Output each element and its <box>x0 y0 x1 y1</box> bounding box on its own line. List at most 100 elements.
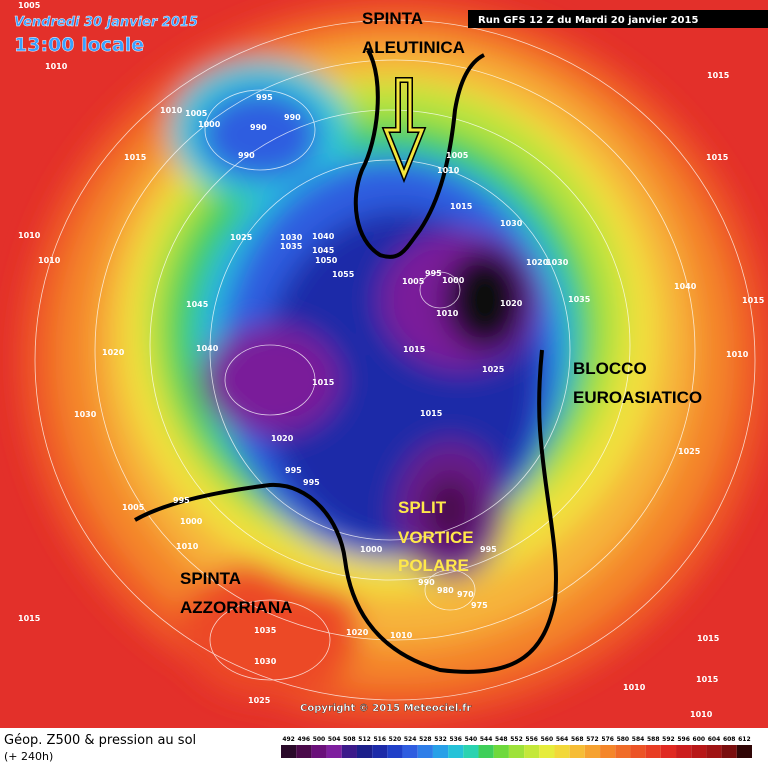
annotation-lines <box>134 49 559 674</box>
scale-swatch <box>660 745 677 758</box>
scale-swatch <box>569 745 585 758</box>
scale-label: 568 <box>571 736 584 743</box>
scale-swatch <box>524 745 540 758</box>
pressure-label: 1050 <box>315 256 338 265</box>
scale-swatch <box>478 745 494 758</box>
pressure-label: 1040 <box>674 282 697 291</box>
pressure-label: 1015 <box>312 378 335 387</box>
scale-swatch <box>600 745 616 758</box>
scale-swatch <box>630 745 646 758</box>
pressure-label: 1035 <box>254 626 277 635</box>
pressure-label: 1030 <box>280 233 303 242</box>
pressure-label: 1040 <box>312 232 335 241</box>
pressure-label: 990 <box>250 123 267 132</box>
pressure-label: 1030 <box>254 657 277 666</box>
scale-label: 528 <box>419 736 432 743</box>
scale-label: 548 <box>495 736 508 743</box>
pressure-label: 1030 <box>74 410 97 419</box>
pressure-label: 1045 <box>312 246 335 255</box>
field-band <box>200 325 340 435</box>
pressure-label: 1015 <box>697 634 720 643</box>
color-scale: 492 496 500 504 508 512 516 520 524 528 532 536 540 5… <box>281 736 752 758</box>
pressure-label: 1040 <box>196 344 219 353</box>
scale-swatch <box>372 745 388 758</box>
scale-swatch <box>676 745 692 758</box>
geopotential-field <box>20 0 768 720</box>
pressure-label: 1010 <box>436 309 459 318</box>
scale-label: 576 <box>601 736 614 743</box>
pressure-label: 1010 <box>726 350 749 359</box>
pressure-label: 1020 <box>500 299 523 308</box>
annotation: BLOCCO <box>573 359 647 378</box>
copyright: Copyright © 2015 Meteociel.fr <box>300 703 471 714</box>
pressure-label: 1015 <box>706 153 729 162</box>
isobar <box>34 19 756 701</box>
pressure-label: 990 <box>238 151 255 160</box>
isobar <box>209 599 331 681</box>
pressure-label: 1020 <box>102 348 125 357</box>
date: Vendredi 30 janvier 2015 <box>14 15 198 30</box>
scale-label: 512 <box>358 736 371 743</box>
scale-label: 588 <box>647 736 660 743</box>
scale-swatch <box>508 745 525 758</box>
annotation: VORTICE <box>398 528 474 547</box>
scale-swatch <box>311 745 327 758</box>
pressure-label: 1015 <box>696 675 719 684</box>
annotation: POLARE <box>398 556 469 575</box>
arrow <box>383 78 425 180</box>
pressure-label: 970 <box>457 590 474 599</box>
pressure-label: 1000 <box>360 545 383 554</box>
aleutian-ridge-outline <box>353 49 485 259</box>
scale-label: 500 <box>313 736 326 743</box>
pressure-label: 1015 <box>403 345 426 354</box>
scale-swatch <box>615 745 631 758</box>
scale-swatch <box>432 745 449 758</box>
run: Run GFS 12 Z du Mardi 20 janvier 2015 <box>478 15 698 26</box>
scale-swatch <box>706 745 722 758</box>
scale-label: 600 <box>693 736 706 743</box>
annotation: ALEUTINICA <box>362 38 465 57</box>
pressure-label: 1035 <box>568 295 591 304</box>
pressure-label: 1055 <box>332 270 355 279</box>
footer-lead: (+ 240h) <box>4 750 53 763</box>
pressure-label: 975 <box>471 601 488 610</box>
field-band <box>180 560 360 700</box>
scale-swatch <box>417 745 433 758</box>
scale-swatch <box>645 745 661 758</box>
scale-swatch <box>539 745 555 758</box>
scale-label: 572 <box>586 736 599 743</box>
annotation: EUROASIATICO <box>573 388 702 407</box>
scale-label: 496 <box>298 736 311 743</box>
pressure-label: 1015 <box>18 614 41 623</box>
scale-label: 564 <box>556 736 569 743</box>
pressure-label: 1025 <box>248 696 271 705</box>
pressure-label: 1000 <box>442 276 465 285</box>
pressure-label: 1015 <box>420 409 443 418</box>
pressure-label: 1005 <box>18 1 41 10</box>
scale-swatch <box>493 745 509 758</box>
isobar <box>224 344 316 416</box>
pressure-label: 1045 <box>186 300 209 309</box>
scale-swatch <box>584 745 601 758</box>
pressure-label: 1025 <box>482 365 505 374</box>
pressure-label: 995 <box>480 545 497 554</box>
scale-label: 544 <box>480 736 493 743</box>
scale-swatch <box>721 745 737 758</box>
pressure-label: 1010 <box>38 256 61 265</box>
field-band <box>445 250 525 350</box>
scale-swatch <box>691 745 707 758</box>
pressure-label: 1015 <box>124 153 147 162</box>
annotation: SPINTA <box>180 569 241 588</box>
scale-label: 524 <box>404 736 417 743</box>
field-band <box>425 475 475 545</box>
scale-label: 520 <box>389 736 402 743</box>
field-band <box>200 90 320 180</box>
pressure-label: 1030 <box>500 219 523 228</box>
scale-swatch <box>554 745 570 758</box>
pressure-label: 995 <box>425 269 442 278</box>
scale-label: 556 <box>525 736 538 743</box>
pressure-label: 1005 <box>446 151 469 160</box>
pressure-label: 1010 <box>437 166 460 175</box>
